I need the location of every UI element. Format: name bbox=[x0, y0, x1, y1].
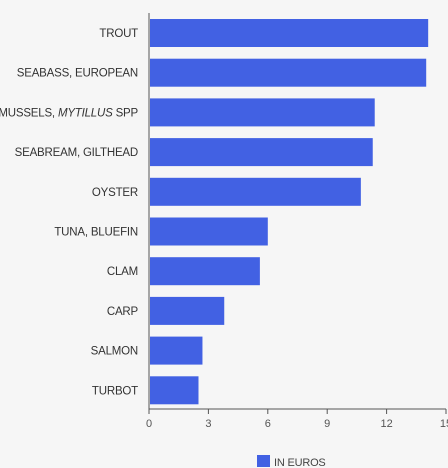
x-tick-label: 6 bbox=[265, 418, 271, 430]
category-label: TURBOT bbox=[92, 385, 138, 397]
category-label: SEABASS, EUROPEAN bbox=[17, 68, 138, 80]
legend[interactable]: IN EUROS bbox=[257, 455, 326, 468]
bar-2[interactable] bbox=[150, 98, 375, 127]
bar-9[interactable] bbox=[150, 376, 199, 405]
bars-group bbox=[150, 19, 429, 405]
bar-3[interactable] bbox=[150, 138, 373, 167]
bar-6[interactable] bbox=[150, 257, 260, 286]
bar-0[interactable] bbox=[150, 19, 429, 47]
x-tick-label: 0 bbox=[146, 418, 152, 430]
category-label: SALMON bbox=[91, 346, 138, 358]
category-label: SEABREAM, GILTHEAD bbox=[15, 147, 138, 159]
bar-5[interactable] bbox=[150, 217, 268, 246]
category-label: MUSSELS, MYTILLUS SPP bbox=[0, 107, 139, 119]
bar-8[interactable] bbox=[150, 336, 203, 365]
category-label: CARP bbox=[107, 306, 139, 318]
x-tick-label: 9 bbox=[324, 418, 330, 430]
x-tick-label: 15 bbox=[440, 418, 448, 430]
bar-7[interactable] bbox=[150, 296, 225, 325]
category-label: TROUT bbox=[99, 28, 138, 40]
legend-swatch bbox=[257, 455, 270, 467]
bar-1[interactable] bbox=[150, 58, 427, 87]
category-label: CLAM bbox=[107, 266, 138, 278]
category-label: OYSTER bbox=[92, 187, 138, 199]
x-axis-ticks: 0 3 6 9 12 15 bbox=[146, 409, 448, 430]
category-labels: TROUT SEABASS, EUROPEAN MUSSELS, MYTILLUS … bbox=[0, 28, 139, 397]
x-tick-label: 3 bbox=[205, 418, 211, 430]
legend-label: IN EUROS bbox=[274, 457, 326, 468]
x-tick-label: 12 bbox=[380, 418, 392, 430]
category-label: TUNA, BLUEFIN bbox=[54, 227, 138, 239]
bar-4[interactable] bbox=[150, 177, 361, 206]
